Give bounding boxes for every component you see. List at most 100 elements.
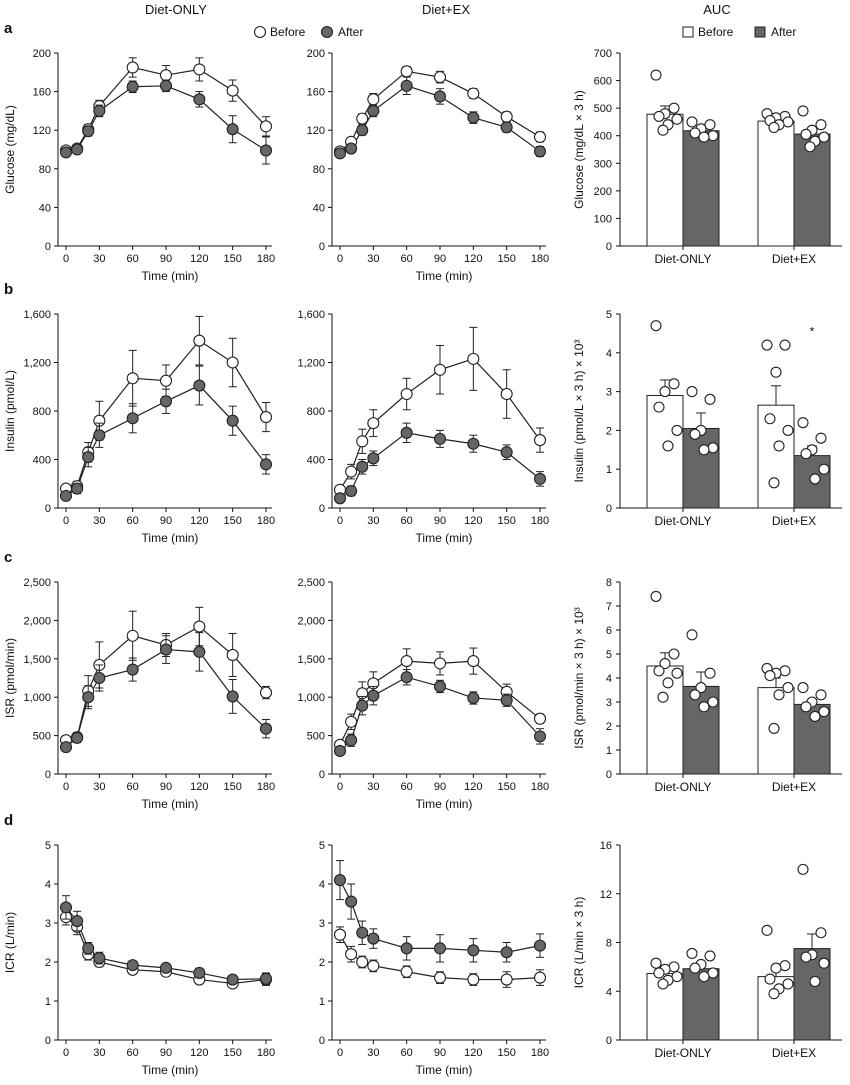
data-point [71,731,84,744]
individual-point [698,701,710,713]
x-tick-label: 0 [63,1047,69,1059]
data-point [533,434,547,447]
data-point [159,395,173,408]
data-point [259,144,273,157]
y-tick-label: 1 [606,745,612,757]
legend-before-label: Before [270,25,306,39]
data-point [93,952,106,965]
y-axis-title: Insulin (pmol/L × 3 h) × 10³ [572,340,586,483]
series-before-points [333,926,547,988]
individual-point [800,128,812,140]
panel-letter: b [4,281,13,298]
data-point [400,942,413,955]
y-tick-label: 2 [45,957,51,969]
x-tick-label: 60 [127,515,139,527]
y-tick-label: 1,500 [297,654,325,666]
data-point [500,946,513,959]
line-chart-b-diet-ex: 0 400 800 1,200 1,600 0 30 60 90 120 150 180 Time (m… [297,309,549,545]
legend-after-label: After [338,25,363,39]
data-point [126,629,139,642]
bar-series-after [682,629,831,775]
x-tick-label: 90 [160,1047,172,1059]
individual-point [657,691,669,703]
x-tick-label: 0 [337,253,343,265]
individual-point [704,950,716,962]
y-tick-label: 0 [319,1035,325,1047]
x-tick-label: 30 [93,1047,105,1059]
x-tick-label: 150 [223,1047,241,1059]
column-header: AUC [703,2,730,17]
data-point [533,712,547,725]
y-tick-label: 3 [319,918,325,930]
individual-point [770,962,782,974]
individual-point [689,962,701,974]
data-point [71,482,84,495]
individual-point [818,957,830,969]
data-point [71,914,84,928]
data-point [126,663,139,676]
data-point [500,121,513,134]
individual-point [797,682,809,694]
data-point [259,686,273,699]
data-point [59,489,73,502]
data-point [345,484,358,498]
individual-point [659,658,671,670]
individual-point [662,440,674,452]
y-tick-label: 500 [33,731,51,743]
y-tick-label: 2,000 [23,615,51,627]
legend-after-swatch [754,26,766,38]
bar [757,404,795,509]
individual-point [818,463,830,475]
data-point [356,955,369,969]
individual-point [698,444,710,456]
x-tick-label: 90 [434,781,446,793]
y-tick-label: 160 [33,87,51,99]
data-point [400,79,413,92]
x-tick-label: 120 [190,1047,208,1059]
y-tick-label: 500 [307,731,325,743]
data-point [356,460,369,473]
data-point [433,657,447,670]
x-tick-label: 150 [497,1047,515,1059]
data-point [500,110,513,123]
individual-point [782,682,794,694]
individual-point [779,665,791,677]
y-tick-label: 7 [606,601,612,613]
individual-point [761,339,773,351]
individual-point [650,320,662,332]
x-tick-label: 30 [367,781,379,793]
category-label: Diet-ONLY [654,514,711,528]
y-tick-label: 2 [606,425,612,437]
y-tick-label: 120 [33,125,51,137]
y-tick-label: 800 [33,406,51,418]
individual-point [686,629,698,641]
x-tick-label: 120 [190,253,208,265]
line-legend: Before After [253,25,363,39]
individual-point [804,141,816,153]
series-before-points [59,606,273,747]
data-point [226,123,239,136]
individual-point [668,378,680,390]
data-point [500,387,513,401]
y-axis-title: Glucose (mg/dL × 3 h) [572,90,586,209]
y-tick-label: 400 [307,455,325,467]
individual-point [668,648,680,660]
data-point [500,694,513,707]
data-point [345,715,358,728]
series-after-points [59,79,273,165]
x-tick-label: 0 [63,515,69,527]
x-tick-label: 90 [160,253,172,265]
x-tick-label: 120 [190,515,208,527]
individual-point [768,477,780,489]
y-tick-label: 800 [307,406,325,418]
x-tick-label: 90 [434,515,446,527]
data-point [500,446,513,459]
data-point [159,69,173,82]
y-tick-label: 200 [594,186,612,198]
data-point [400,426,413,439]
data-point [467,944,480,957]
bar-series-before [646,69,795,247]
individual-point [768,722,780,734]
data-point [93,104,106,117]
data-point [159,961,173,974]
